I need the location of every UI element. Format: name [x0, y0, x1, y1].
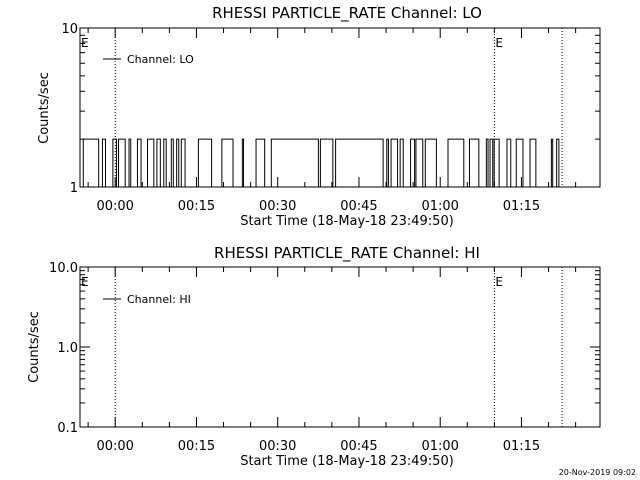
x-tick-label: 00:45	[340, 199, 377, 214]
y-axis-label-lo: Counts/sec	[37, 72, 52, 144]
x-tick-label: 00:00	[96, 439, 133, 454]
x-tick-label: 00:00	[96, 199, 133, 214]
y-tick-label: 1	[70, 181, 78, 196]
x-ticks-hi: 00:00 00:15 00:30 00:45 01:00 01:15	[87, 267, 577, 454]
plot-frame-hi	[79, 266, 601, 428]
chart-title-lo: RHESSI PARTICLE_RATE Channel: LO	[212, 4, 482, 23]
event-marker: E	[81, 36, 89, 50]
legend-label-lo: Channel: LO	[127, 53, 194, 66]
x-axis-label-lo: Start Time (18-May-18 23:49:50)	[240, 214, 454, 229]
event-marker: E	[495, 36, 503, 50]
y-tick-label: 10	[61, 22, 78, 37]
plot-frame-lo	[79, 27, 601, 188]
legend-label-hi: Channel: HI	[127, 293, 191, 306]
y-ticks-hi: 0.1 1.0 10.0	[49, 261, 600, 436]
x-axis-label-hi: Start Time (18-May-18 23:49:50)	[240, 454, 454, 469]
vlines-lo	[114, 28, 563, 187]
event-marker: E	[495, 275, 503, 289]
chart-title-hi: RHESSI PARTICLE_RATE Channel: HI	[214, 244, 480, 263]
x-tick-label: 00:30	[259, 439, 296, 454]
panel-lo: RHESSI PARTICLE_RATE Channel: LO 1 10 00:…	[37, 4, 601, 229]
panel-hi: RHESSI PARTICLE_RATE Channel: HI 0.1 1.0 1…	[27, 244, 601, 469]
x-tick-label: 01:15	[503, 439, 540, 454]
y-tick-label: 0.1	[57, 421, 78, 436]
footer-timestamp: 20-Nov-2019 09:02	[559, 468, 636, 477]
x-ticks-lo: 00:00 00:15 00:30 00:45 01:00 01:15	[87, 28, 577, 214]
y-ticks-lo: 1 10	[61, 22, 600, 196]
event-marker: E	[81, 275, 89, 289]
vlines-hi	[114, 267, 563, 427]
series-line-lo	[80, 138, 560, 188]
x-tick-label: 01:15	[503, 199, 540, 214]
x-tick-label: 01:00	[421, 439, 458, 454]
x-tick-label: 00:15	[178, 199, 215, 214]
y-tick-label: 1.0	[57, 341, 78, 356]
x-tick-label: 00:15	[178, 439, 215, 454]
x-tick-label: 01:00	[421, 199, 458, 214]
x-tick-label: 00:45	[340, 439, 377, 454]
x-tick-label: 00:30	[259, 199, 296, 214]
y-axis-label-hi: Counts/sec	[27, 311, 42, 383]
y-tick-label: 10.0	[49, 261, 78, 276]
